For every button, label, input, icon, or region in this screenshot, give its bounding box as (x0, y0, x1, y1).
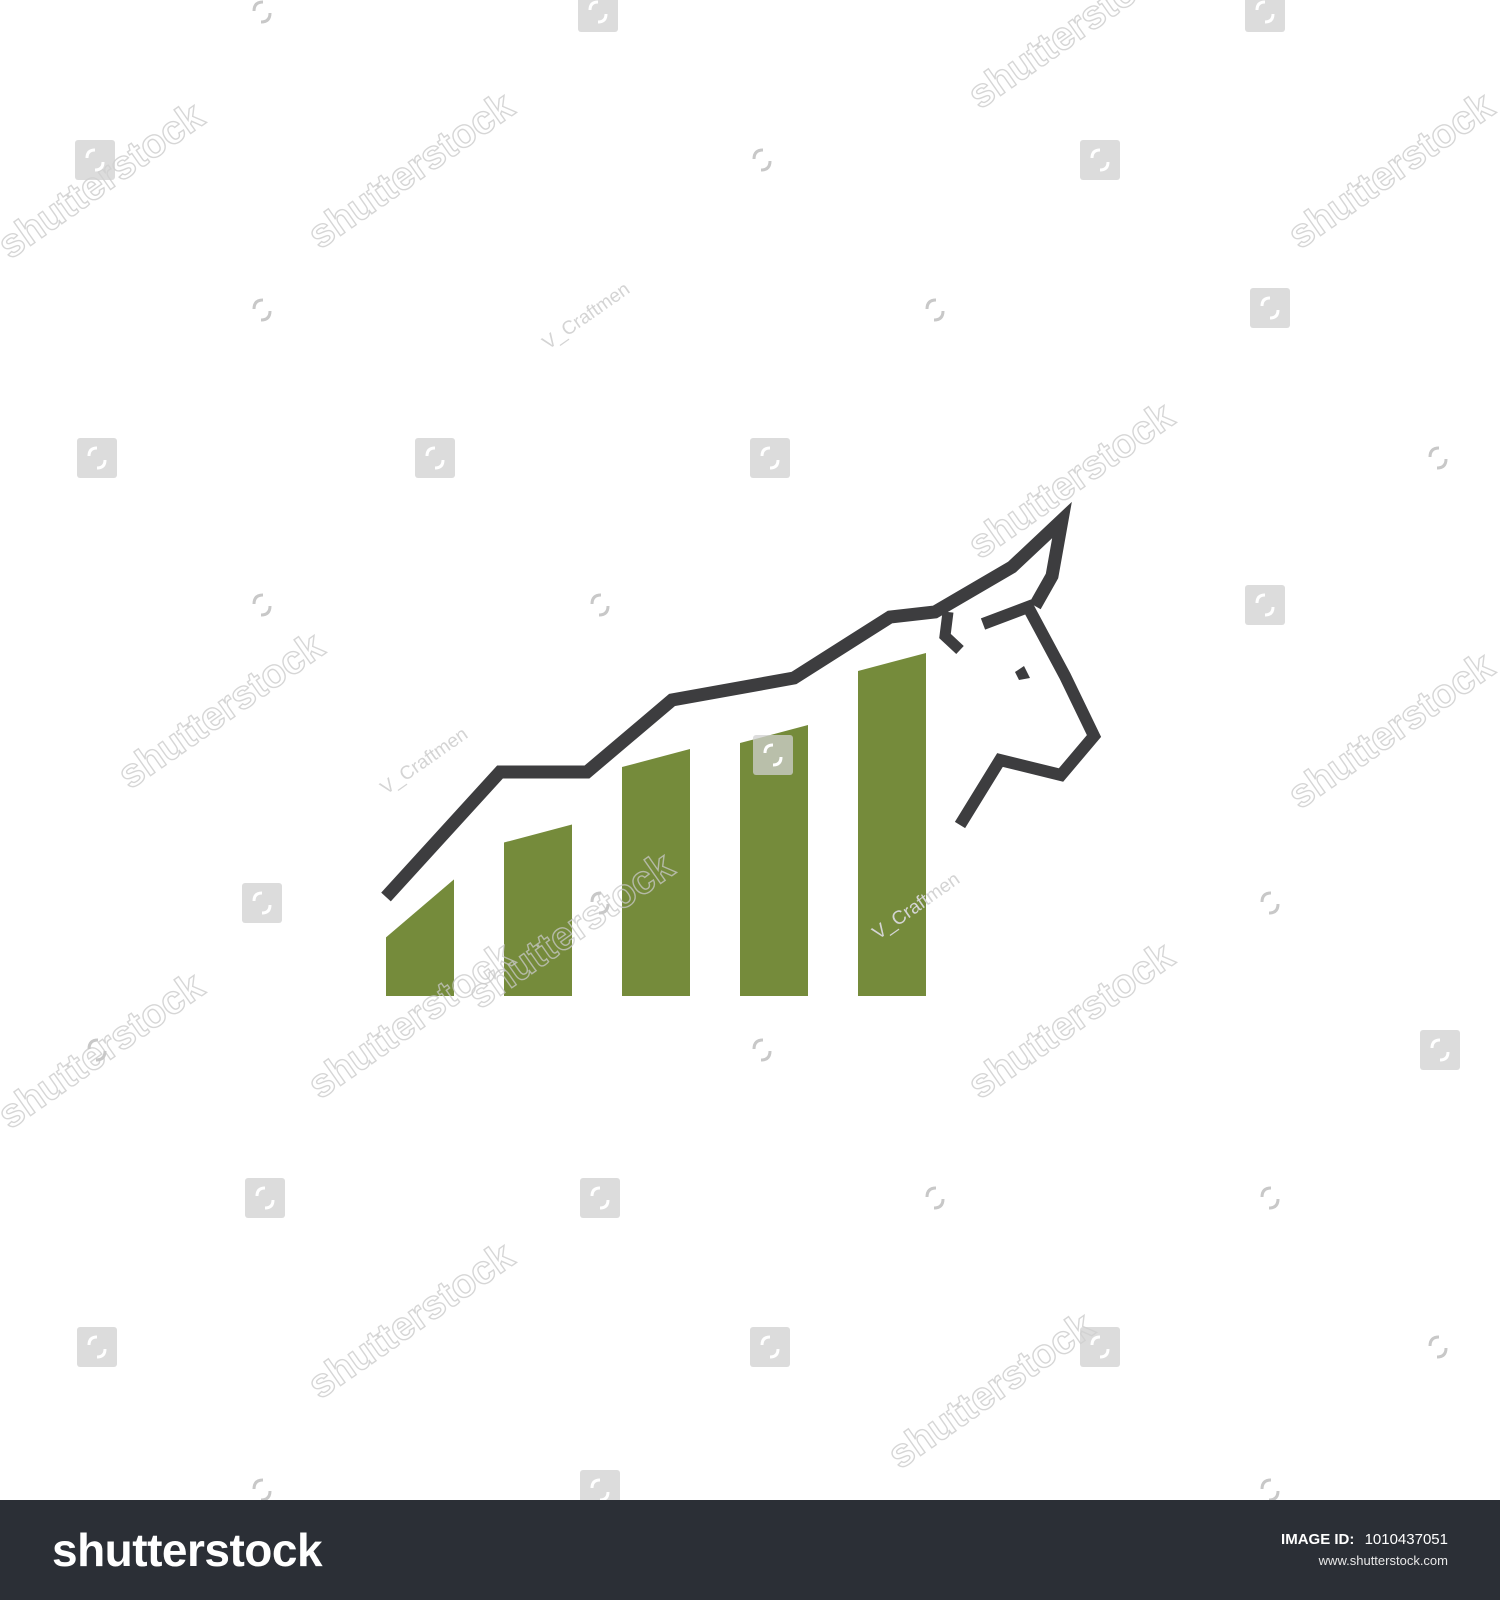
bar-chart (386, 653, 926, 996)
chart-bar (858, 653, 926, 996)
chart-bar (386, 879, 454, 996)
footer-bar: shutterstock IMAGE ID: 1010437051 www.sh… (0, 1500, 1500, 1600)
image-id-row: IMAGE ID: 1010437051 (1281, 1530, 1448, 1550)
bull-chart-logo (381, 501, 1102, 996)
chart-bar (622, 749, 690, 996)
chart-bar (504, 824, 572, 996)
bull-outline (381, 501, 1102, 902)
bull-eye (1015, 666, 1030, 680)
site-url-link[interactable]: www.shutterstock.com (1318, 1553, 1448, 1568)
image-id-label: IMAGE ID: (1281, 1531, 1355, 1548)
bull-back-line (381, 501, 1072, 902)
image-meta: IMAGE ID: 1010437051 www.shutterstock.co… (1281, 1530, 1448, 1572)
image-canvas: shutterstock shutterstock shutterstock shut… (0, 0, 1500, 1500)
bull-head-line (954, 599, 1102, 829)
image-id-value: 1010437051 (1364, 1531, 1448, 1548)
bull-ear-line (939, 611, 964, 655)
chart-bar (740, 725, 808, 996)
footer-logo[interactable]: shutterstock (52, 1524, 323, 1576)
